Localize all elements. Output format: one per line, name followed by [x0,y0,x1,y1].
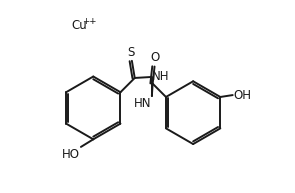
Text: OH: OH [234,89,252,102]
Text: S: S [127,46,135,59]
Text: HN: HN [133,97,151,110]
Text: HO: HO [62,148,80,161]
Text: Cu: Cu [71,19,87,32]
Text: ++: ++ [82,17,96,26]
Text: NH: NH [152,70,169,83]
Text: O: O [150,52,159,64]
